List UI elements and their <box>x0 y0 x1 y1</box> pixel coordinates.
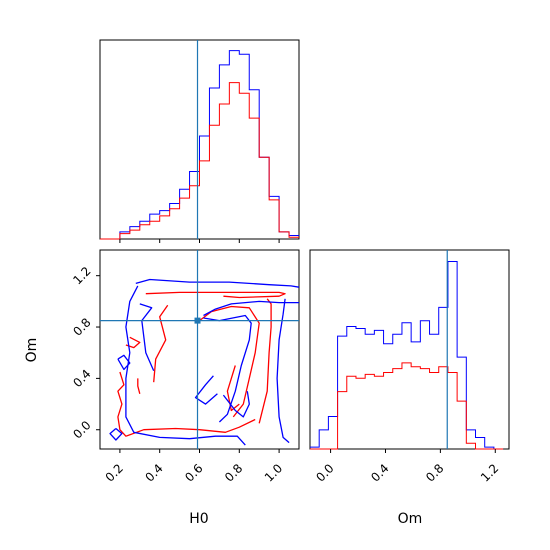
om-hist-series-red <box>310 362 504 450</box>
contour-ytick-label: 0.8 <box>70 315 93 338</box>
om-hist-series-blue <box>310 260 504 450</box>
contour-ytick-label: 0.0 <box>70 418 93 441</box>
om-hist-xtick-label: 1.2 <box>478 461 501 484</box>
blue-contour-7 <box>139 303 155 371</box>
blue-contour-4 <box>222 391 250 418</box>
red-contour-3 <box>153 304 169 383</box>
om-hist-xtick-label: 0.4 <box>368 461 391 484</box>
red-contour-4 <box>199 305 260 418</box>
red-contour-0 <box>145 291 286 299</box>
h0-hist-series-blue <box>100 50 299 240</box>
blue-contour-8 <box>194 375 218 405</box>
truth-marker <box>194 317 201 324</box>
contour-ytick-label: 1.2 <box>70 264 93 287</box>
contour-xtick-label: 1.0 <box>262 461 285 484</box>
red-contour-7 <box>137 378 141 394</box>
blue-contour-5 <box>125 285 246 446</box>
blue-contour-2 <box>276 298 290 444</box>
contour-ytick-label: 0.4 <box>70 367 93 390</box>
h0-om-contour-panel: 0.2 0.4 0.6 0.8 1.0 0.0 0.4 0.8 1.2 <box>70 249 300 485</box>
om-histogram-panel: 0.0 0.4 0.8 1.2 <box>309 249 510 485</box>
om-histogram-frame <box>309 249 510 450</box>
h0-hist-series-red <box>100 82 299 240</box>
contour-xtick-label: 0.6 <box>182 461 205 484</box>
xlabel-h0: H0 <box>189 511 208 527</box>
blue-contour-0 <box>135 278 300 288</box>
red-contour-2 <box>258 298 272 424</box>
blue-contour-6 <box>109 428 123 441</box>
red-contour-1 <box>117 371 256 437</box>
blue-contour-3 <box>203 314 252 423</box>
blue-contour-9 <box>117 354 131 371</box>
red-contour-5 <box>226 365 240 412</box>
om-hist-xtick-label: 0.0 <box>313 461 336 484</box>
blue-contour-1 <box>203 300 299 317</box>
red-contour-6 <box>125 336 141 349</box>
om-hist-xtick-label: 0.8 <box>423 461 446 484</box>
contour-xtick-label: 0.4 <box>142 461 165 484</box>
ylabel-om: Om <box>24 338 40 363</box>
xlabel-om: Om <box>398 511 423 527</box>
contour-xtick-label: 0.2 <box>103 461 126 484</box>
contour-xtick-label: 0.8 <box>222 461 245 484</box>
h0-histogram-panel <box>99 39 300 243</box>
